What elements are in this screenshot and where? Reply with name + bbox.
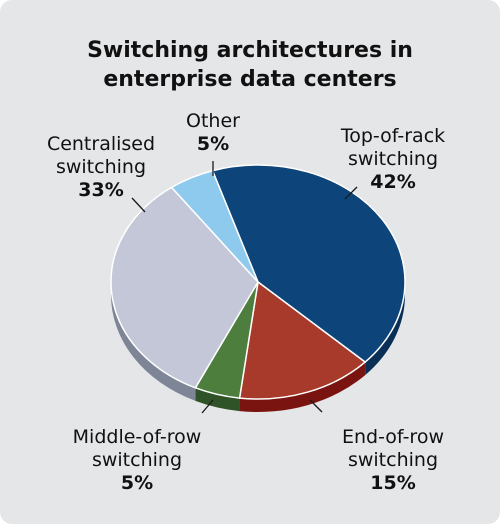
leader-centralised xyxy=(131,197,146,213)
label-middle-of-row-name-2: switching xyxy=(91,449,183,471)
label-other: Other 5% xyxy=(163,110,263,156)
label-middle-of-row: Middle-of-row switching 5% xyxy=(52,426,222,495)
label-top-of-rack-pct: 42% xyxy=(370,171,416,193)
label-middle-of-row-name-1: Middle-of-row xyxy=(72,426,202,448)
label-middle-of-row-pct: 5% xyxy=(120,472,154,494)
chart-title: Switching architectures in enterprise da… xyxy=(0,36,500,94)
label-end-of-row: End-of-row switching 15% xyxy=(318,426,468,495)
label-centralised-pct: 33% xyxy=(78,179,124,201)
label-other-pct: 5% xyxy=(196,133,230,155)
label-centralised-name-2: switching xyxy=(55,156,147,178)
pie-slice-centralised-switching xyxy=(110,186,259,389)
leader-top-of-rack xyxy=(344,186,358,200)
chart-title-line-2: enterprise data centers xyxy=(103,67,397,92)
label-top-of-rack-name-2: switching xyxy=(347,148,439,170)
pie-side-end-of-row-switching xyxy=(239,362,366,413)
leader-end-of-row xyxy=(309,399,323,413)
label-other-name-1: Other xyxy=(186,110,240,132)
pie-side-middle-of-row-switching xyxy=(195,387,240,412)
label-end-of-row-name-1: End-of-row xyxy=(341,426,444,448)
chart-title-line-1: Switching architectures in xyxy=(87,38,413,63)
pie-side-centralised-switching xyxy=(111,282,196,401)
label-end-of-row-pct: 15% xyxy=(370,472,416,494)
pie-slice-top-of-rack-switching xyxy=(211,164,406,363)
label-end-of-row-name-2: switching xyxy=(347,449,439,471)
label-top-of-rack: Top-of-rack switching 42% xyxy=(318,125,468,194)
leader-middle-of-row xyxy=(201,399,214,414)
label-top-of-rack-name-1: Top-of-rack xyxy=(340,125,446,147)
label-centralised-name-1: Centralised xyxy=(46,133,156,155)
label-centralised: Centralised switching 33% xyxy=(26,133,176,202)
pie-slice-end-of-row-switching xyxy=(238,281,366,400)
pie-side-top-of-rack-switching xyxy=(365,282,405,376)
